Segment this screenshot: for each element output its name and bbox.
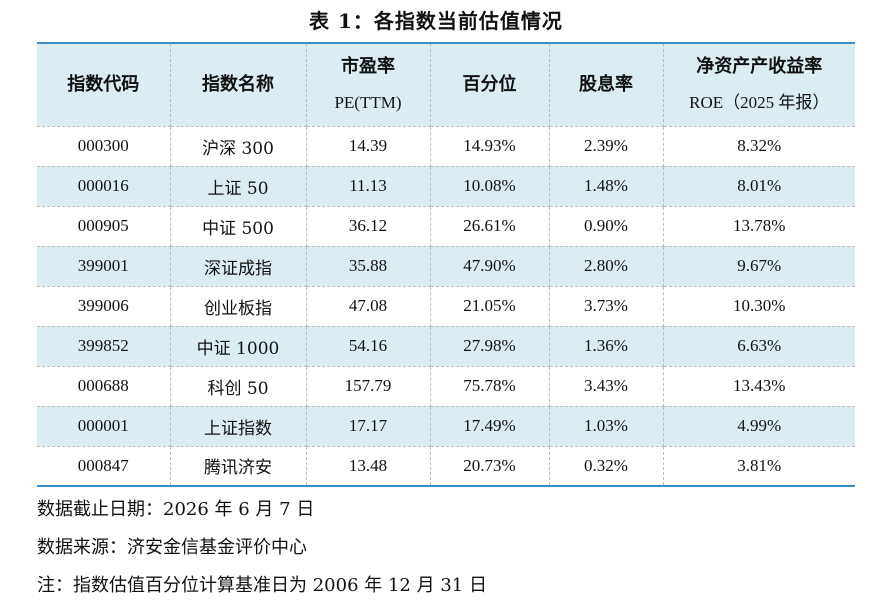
header-roe-title: 净资产产收益率: [696, 55, 823, 77]
table-row: 000300 沪深 300 14.39 14.93% 2.39% 8.32%: [37, 126, 855, 167]
cell-dividend: 3.73%: [549, 286, 664, 327]
header-roe: 净资产产收益率 ROE（2025 年报）: [663, 43, 855, 127]
cell-name: 腾讯济安: [170, 446, 307, 487]
cell-percentile: 17.49%: [430, 406, 550, 447]
cell-percentile: 10.08%: [430, 166, 550, 207]
header-pe: 市盈率 PE(TTM): [306, 43, 431, 127]
table-row: 399001 深证成指 35.88 47.90% 2.80% 9.67%: [37, 246, 855, 287]
methodology-note: 注：指数估值百分位计算基准日为 2006 年 12 月 31 日: [37, 575, 487, 596]
cell-roe: 9.67%: [663, 246, 855, 287]
cell-name: 沪深 300: [170, 126, 307, 167]
cell-name: 中证 1000: [170, 326, 307, 367]
cell-dividend: 3.43%: [549, 366, 664, 407]
cell-roe: 13.43%: [663, 366, 855, 407]
cell-percentile: 26.61%: [430, 206, 550, 247]
cell-roe: 4.99%: [663, 406, 855, 447]
cell-dividend: 2.39%: [549, 126, 664, 167]
table-header: 指数代码 指数名称 市盈率 PE(TTM) 百分位 股息率 净资产产收益率 RO…: [37, 43, 855, 127]
cell-dividend: 0.90%: [549, 206, 664, 247]
cell-name: 创业板指: [170, 286, 307, 327]
cell-name: 中证 500: [170, 206, 307, 247]
cell-roe: 13.78%: [663, 206, 855, 247]
cell-dividend: 1.36%: [549, 326, 664, 367]
table-row: 399006 创业板指 47.08 21.05% 3.73% 10.30%: [37, 286, 855, 327]
cell-percentile: 75.78%: [430, 366, 550, 407]
header-roe-subtitle: ROE（2025 年报）: [689, 92, 830, 112]
cell-dividend: 0.32%: [549, 446, 664, 487]
cell-pe: 11.13: [306, 166, 431, 207]
cell-roe: 10.30%: [663, 286, 855, 327]
header-code: 指数代码: [37, 43, 171, 127]
cell-code: 000016: [37, 166, 171, 207]
valuation-table: 指数代码 指数名称 市盈率 PE(TTM) 百分位 股息率 净资产产收益率 RO…: [37, 42, 855, 487]
cell-percentile: 47.90%: [430, 246, 550, 287]
table-row: 000016 上证 50 11.13 10.08% 1.48% 8.01%: [37, 166, 855, 207]
table-notes: 数据截止日期：2026 年 6 月 7 日 数据来源：济安金信基金评价中心 注：…: [37, 491, 487, 605]
cell-roe: 3.81%: [663, 446, 855, 487]
cell-pe: 13.48: [306, 446, 431, 487]
cell-dividend: 1.48%: [549, 166, 664, 207]
header-name: 指数名称: [170, 43, 307, 127]
table-row: 000847 腾讯济安 13.48 20.73% 0.32% 3.81%: [37, 446, 855, 487]
cell-dividend: 1.03%: [549, 406, 664, 447]
cell-code: 399852: [37, 326, 171, 367]
header-pe-title: 市盈率: [341, 55, 395, 77]
cell-pe: 14.39: [306, 126, 431, 167]
table-row: 000688 科创 50 157.79 75.78% 3.43% 13.43%: [37, 366, 855, 407]
table-title: 表 1：各指数当前估值情况: [309, 9, 563, 33]
cell-roe: 8.32%: [663, 126, 855, 167]
cell-pe: 54.16: [306, 326, 431, 367]
cell-code: 000847: [37, 446, 171, 487]
cell-roe: 6.63%: [663, 326, 855, 367]
cell-name: 科创 50: [170, 366, 307, 407]
header-dividend: 股息率: [549, 43, 664, 127]
header-row: 指数代码 指数名称 市盈率 PE(TTM) 百分位 股息率 净资产产收益率 RO…: [37, 43, 855, 127]
cell-code: 000905: [37, 206, 171, 247]
cell-percentile: 27.98%: [430, 326, 550, 367]
cell-code: 399001: [37, 246, 171, 287]
cell-percentile: 20.73%: [430, 446, 550, 487]
cell-code: 000300: [37, 126, 171, 167]
header-percentile: 百分位: [430, 43, 550, 127]
cell-pe: 36.12: [306, 206, 431, 247]
table-body: 000300 沪深 300 14.39 14.93% 2.39% 8.32% 0…: [37, 126, 855, 487]
cell-percentile: 21.05%: [430, 286, 550, 327]
table-row: 399852 中证 1000 54.16 27.98% 1.36% 6.63%: [37, 326, 855, 367]
cell-name: 上证 50: [170, 166, 307, 207]
table-row: 000905 中证 500 36.12 26.61% 0.90% 13.78%: [37, 206, 855, 247]
cell-pe: 47.08: [306, 286, 431, 327]
cell-roe: 8.01%: [663, 166, 855, 207]
cell-pe: 17.17: [306, 406, 431, 447]
cell-code: 399006: [37, 286, 171, 327]
cell-name: 上证指数: [170, 406, 307, 447]
cell-percentile: 14.93%: [430, 126, 550, 167]
cell-code: 000688: [37, 366, 171, 407]
header-pe-subtitle: PE(TTM): [334, 92, 402, 112]
cell-pe: 35.88: [306, 246, 431, 287]
cell-dividend: 2.80%: [549, 246, 664, 287]
cell-name: 深证成指: [170, 246, 307, 287]
cell-code: 000001: [37, 406, 171, 447]
table-row: 000001 上证指数 17.17 17.49% 1.03% 4.99%: [37, 406, 855, 447]
data-date-note: 数据截止日期：2026 年 6 月 7 日: [37, 499, 315, 520]
cell-pe: 157.79: [306, 366, 431, 407]
data-source-note: 数据来源：济安金信基金评价中心: [37, 537, 307, 558]
